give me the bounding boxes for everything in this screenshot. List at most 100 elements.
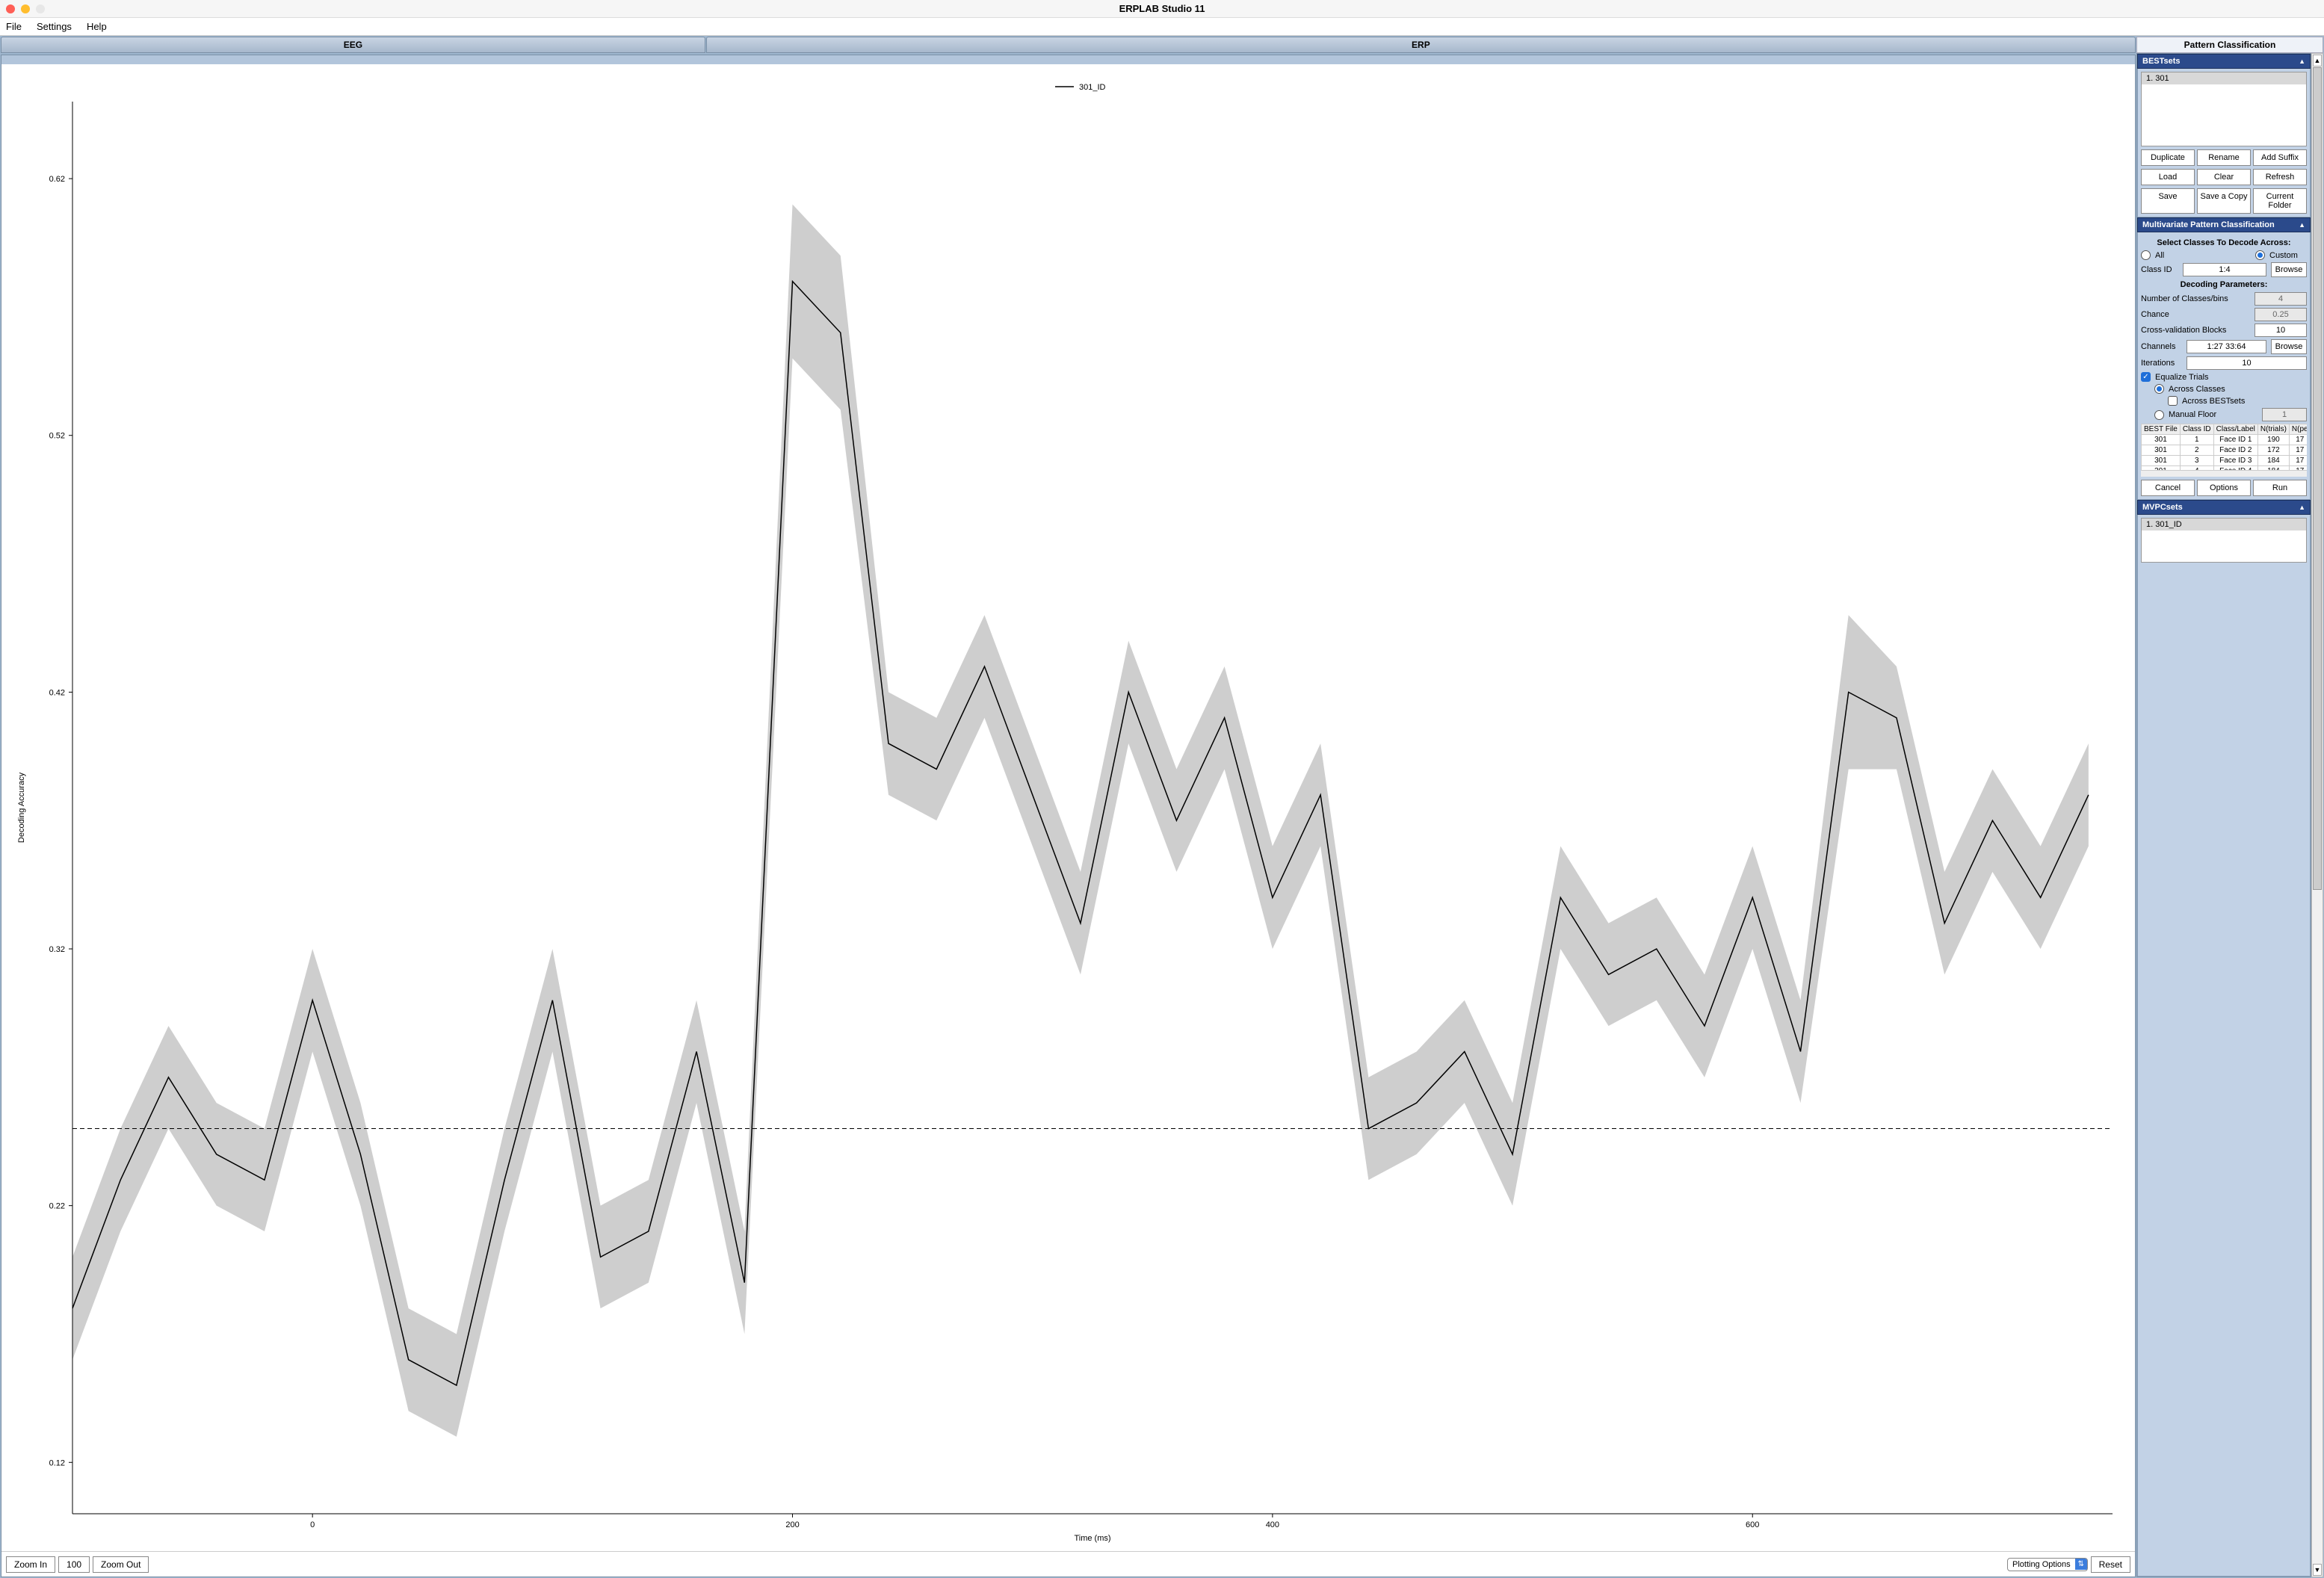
table-cell: Face ID 2 xyxy=(2213,445,2257,456)
table-row[interactable]: 3014Face ID 418417 xyxy=(2142,466,2308,477)
close-window-icon[interactable] xyxy=(6,4,15,13)
scroll-down-icon[interactable]: ▼ xyxy=(2313,1564,2322,1576)
iterations-label: Iterations xyxy=(2141,359,2182,368)
save-copy-button[interactable]: Save a Copy xyxy=(2197,188,2251,214)
across-bestsets-label: Across BESTsets xyxy=(2182,397,2245,406)
plot-canvas-wrap: 0.120.220.320.420.520.620200400600Time (… xyxy=(1,55,2135,1551)
top-tabs: EEG ERP xyxy=(1,37,2136,53)
reset-button[interactable]: Reset xyxy=(2091,1556,2130,1573)
table-cell: 3 xyxy=(2180,456,2213,466)
clear-button[interactable]: Clear xyxy=(2197,169,2251,185)
side-scrollbar[interactable]: ▲ ▼ xyxy=(2311,53,2323,1577)
custom-radio[interactable] xyxy=(2255,250,2265,260)
cv-blocks-input[interactable] xyxy=(2255,324,2307,337)
refresh-button[interactable]: Refresh xyxy=(2253,169,2307,185)
class-id-input[interactable] xyxy=(2183,263,2266,276)
save-button[interactable]: Save xyxy=(2141,188,2195,214)
duplicate-button[interactable]: Duplicate xyxy=(2141,149,2195,166)
maximize-window-icon[interactable] xyxy=(36,4,45,13)
table-cell: 301 xyxy=(2142,456,2181,466)
collapse-icon: ▲ xyxy=(2299,58,2305,65)
scroll-up-icon[interactable]: ▲ xyxy=(2313,55,2322,66)
table-cell: Face ID 4 xyxy=(2213,466,2257,477)
svg-text:0.32: 0.32 xyxy=(49,945,65,954)
table-cell: 17 xyxy=(2289,445,2307,456)
tab-erp[interactable]: ERP xyxy=(706,37,2136,53)
all-radio[interactable] xyxy=(2141,250,2151,260)
menu-settings[interactable]: Settings xyxy=(37,21,72,32)
side-column: Pattern Classification BESTsets ▲ 1. 301… xyxy=(2136,37,2323,1577)
table-header: Class/Label xyxy=(2213,424,2257,435)
svg-text:0.62: 0.62 xyxy=(49,175,65,184)
svg-text:200: 200 xyxy=(785,1520,799,1529)
load-button[interactable]: Load xyxy=(2141,169,2195,185)
num-classes-label: Number of Classes/bins xyxy=(2141,294,2250,303)
table-cell: 184 xyxy=(2257,466,2289,477)
zoom-value[interactable]: 100 xyxy=(58,1556,90,1573)
browse-class-button[interactable]: Browse xyxy=(2271,262,2307,277)
across-classes-radio[interactable] xyxy=(2154,384,2164,394)
table-cell: 301 xyxy=(2142,435,2181,445)
svg-text:600: 600 xyxy=(1746,1520,1759,1529)
class-table: BEST FileClass IDClass/LabelN(trials)N(p… xyxy=(2141,424,2307,477)
channels-label: Channels xyxy=(2141,342,2182,351)
list-item[interactable]: 1. 301 xyxy=(2142,72,2306,84)
chance-label: Chance xyxy=(2141,310,2250,319)
svg-text:0: 0 xyxy=(310,1520,315,1529)
mvpc-header[interactable]: Multivariate Pattern Classification ▲ xyxy=(2137,217,2311,232)
cancel-button[interactable]: Cancel xyxy=(2141,480,2195,496)
menu-help[interactable]: Help xyxy=(87,21,107,32)
decoding-accuracy-chart: 0.120.220.320.420.520.620200400600Time (… xyxy=(1,64,2135,1551)
table-header: N(pe xyxy=(2289,424,2307,435)
zoom-out-button[interactable]: Zoom Out xyxy=(93,1556,149,1573)
plotting-options-dropdown[interactable]: Plotting Options ⇅ xyxy=(2007,1558,2088,1571)
bestsets-listbox[interactable]: 1. 301 xyxy=(2141,72,2307,146)
table-row[interactable]: 3011Face ID 119017 xyxy=(2142,435,2308,445)
manual-floor-field xyxy=(2262,408,2307,421)
minimize-window-icon[interactable] xyxy=(21,4,30,13)
cv-blocks-label: Cross-validation Blocks xyxy=(2141,326,2250,335)
mvpcsets-header[interactable]: MVPCsets ▲ xyxy=(2137,500,2311,515)
table-header: BEST File xyxy=(2142,424,2181,435)
class-table-wrap[interactable]: BEST FileClass IDClass/LabelN(trials)N(p… xyxy=(2141,424,2307,477)
manual-floor-radio[interactable] xyxy=(2154,410,2164,420)
tab-eeg[interactable]: EEG xyxy=(1,37,705,53)
mvpcsets-body: 1. 301_ID xyxy=(2137,515,2311,1577)
table-cell: 190 xyxy=(2257,435,2289,445)
svg-text:0.42: 0.42 xyxy=(49,688,65,697)
chevron-updown-icon: ⇅ xyxy=(2075,1559,2087,1570)
across-bestsets-checkbox[interactable] xyxy=(2168,396,2178,406)
scroll-track[interactable] xyxy=(2312,67,2323,1563)
across-classes-label: Across Classes xyxy=(2169,385,2225,394)
menu-file[interactable]: File xyxy=(6,21,22,32)
add-suffix-button[interactable]: Add Suffix xyxy=(2253,149,2307,166)
table-row[interactable]: 3012Face ID 217217 xyxy=(2142,445,2308,456)
channels-input[interactable] xyxy=(2187,340,2266,353)
browse-channels-button[interactable]: Browse xyxy=(2271,339,2307,354)
bestsets-header[interactable]: BESTsets ▲ xyxy=(2137,54,2311,69)
zoom-in-button[interactable]: Zoom In xyxy=(6,1556,55,1573)
table-header: N(trials) xyxy=(2257,424,2289,435)
table-cell: 17 xyxy=(2289,456,2307,466)
decoding-params-title: Decoding Parameters: xyxy=(2141,280,2307,289)
select-classes-title: Select Classes To Decode Across: xyxy=(2141,238,2307,247)
scroll-thumb[interactable] xyxy=(2313,67,2322,890)
main-column: EEG ERP 0.120.220.320.420.520.6202004006… xyxy=(1,37,2136,1577)
rename-button[interactable]: Rename xyxy=(2197,149,2251,166)
collapse-icon: ▲ xyxy=(2299,504,2305,511)
run-button[interactable]: Run xyxy=(2253,480,2307,496)
options-button[interactable]: Options xyxy=(2197,480,2251,496)
equalize-checkbox[interactable] xyxy=(2141,372,2151,382)
plotting-options-label: Plotting Options xyxy=(2008,1559,2075,1571)
table-row[interactable]: 3013Face ID 318417 xyxy=(2142,456,2308,466)
iterations-input[interactable] xyxy=(2187,356,2307,370)
equalize-label: Equalize Trials xyxy=(2155,373,2209,382)
mvpcsets-listbox[interactable]: 1. 301_ID xyxy=(2141,518,2307,563)
traffic-lights xyxy=(6,4,45,13)
svg-text:Time (ms): Time (ms) xyxy=(1074,1534,1110,1543)
mvpc-body: Select Classes To Decode Across: All Cus… xyxy=(2137,232,2311,500)
table-cell: 301 xyxy=(2142,466,2181,477)
list-item[interactable]: 1. 301_ID xyxy=(2142,519,2306,530)
plot-area: 0.120.220.320.420.520.620200400600Time (… xyxy=(1,55,2136,1577)
current-folder-button[interactable]: Current Folder xyxy=(2253,188,2307,214)
